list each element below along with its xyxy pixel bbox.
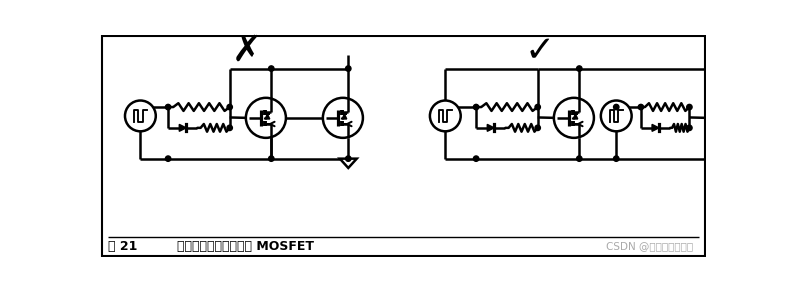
Circle shape [706, 98, 745, 138]
Circle shape [323, 98, 363, 138]
Polygon shape [342, 114, 347, 119]
Circle shape [125, 101, 156, 131]
Circle shape [577, 66, 582, 71]
Text: CSDN @小幽余生不加糖: CSDN @小幽余生不加糖 [606, 241, 693, 251]
Circle shape [345, 156, 351, 161]
Circle shape [430, 101, 460, 131]
Circle shape [638, 104, 644, 110]
Circle shape [577, 156, 582, 161]
Circle shape [535, 104, 541, 110]
Circle shape [227, 125, 232, 131]
Polygon shape [179, 124, 187, 131]
Circle shape [614, 156, 619, 161]
Circle shape [554, 98, 594, 138]
Circle shape [687, 125, 692, 131]
Circle shape [600, 101, 632, 131]
Polygon shape [722, 159, 740, 168]
Circle shape [614, 104, 619, 110]
Polygon shape [652, 124, 659, 131]
Text: 与分离栅极驱动并联的 MOSFET: 与分离栅极驱动并联的 MOSFET [177, 240, 314, 253]
Circle shape [165, 104, 171, 110]
Polygon shape [725, 114, 730, 119]
Circle shape [268, 156, 274, 161]
Circle shape [728, 156, 733, 161]
Text: ✓: ✓ [524, 34, 554, 68]
Circle shape [345, 66, 351, 71]
Circle shape [474, 104, 478, 110]
Text: ✗: ✗ [231, 34, 262, 68]
Circle shape [165, 156, 171, 161]
Polygon shape [573, 114, 578, 119]
Circle shape [268, 66, 274, 71]
Circle shape [728, 66, 733, 71]
Circle shape [535, 125, 541, 131]
Circle shape [227, 104, 232, 110]
Polygon shape [487, 124, 494, 131]
Circle shape [474, 156, 478, 161]
Text: 图 21: 图 21 [108, 240, 138, 253]
Polygon shape [340, 159, 357, 168]
Polygon shape [265, 114, 270, 119]
Circle shape [687, 104, 692, 110]
Circle shape [246, 98, 286, 138]
